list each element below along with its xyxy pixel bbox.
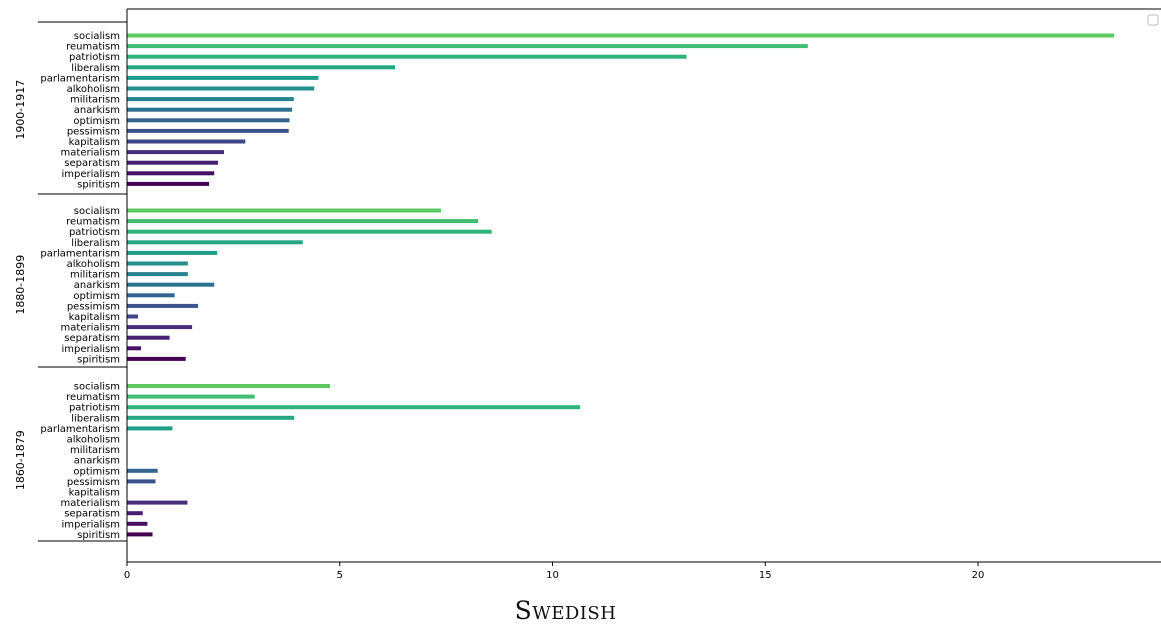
- category-label-1860-1879-militarism: militarism: [70, 445, 120, 456]
- category-label-1900-1917-separatism: separatism: [64, 158, 120, 169]
- category-label-1860-1879-anarkism: anarkism: [74, 456, 120, 467]
- category-label-1900-1917-reumatism: reumatism: [66, 42, 120, 53]
- bar-1860-1879-imperialism: [127, 521, 148, 526]
- bar-1900-1917-patriotism: [127, 54, 687, 59]
- category-label-1860-1879-patriotism: patriotism: [69, 403, 120, 414]
- category-label-1900-1917-alkoholism: alkoholism: [67, 84, 120, 95]
- category-label-1900-1917-parlamentarism: parlamentarism: [40, 73, 120, 84]
- category-label-1860-1879-pessimism: pessimism: [67, 477, 120, 488]
- bar-1880-1899-anarkism: [127, 282, 215, 287]
- bar-1900-1917-parlamentarism: [127, 75, 319, 80]
- group-label-1900-1917: 1900-1917: [14, 80, 27, 140]
- bar-1880-1899-socialism: [127, 208, 442, 213]
- category-label-1860-1879-socialism: socialism: [74, 382, 120, 393]
- group-label-1880-1899: 1880-1899: [14, 255, 27, 315]
- category-label-1880-1899-optimism: optimism: [73, 291, 120, 302]
- bar-1880-1899-materialism: [127, 325, 193, 330]
- category-label-1880-1899-pessimism: pessimism: [67, 301, 120, 312]
- category-label-1880-1899-alkoholism: alkoholism: [67, 259, 120, 270]
- bar-1900-1917-pessimism: [127, 128, 289, 133]
- category-label-1880-1899-kapitalism: kapitalism: [69, 312, 120, 323]
- bar-1900-1917-kapitalism: [127, 139, 246, 144]
- bar-1880-1899-parlamentarism: [127, 250, 218, 255]
- category-label-1860-1879-materialism: materialism: [61, 498, 120, 509]
- bar-1900-1917-reumatism: [127, 44, 808, 49]
- bar-1880-1899-kapitalism: [127, 314, 139, 319]
- category-label-1880-1899-reumatism: reumatism: [66, 217, 120, 228]
- category-label-1860-1879-optimism: optimism: [73, 466, 120, 477]
- legend-box: [1147, 14, 1159, 26]
- category-label-1880-1899-socialism: socialism: [74, 206, 120, 217]
- bar-1880-1899-optimism: [127, 293, 175, 298]
- bar-1880-1899-separatism: [127, 335, 170, 340]
- x-tick-label-0: 0: [124, 570, 130, 581]
- category-label-1900-1917-optimism: optimism: [73, 116, 120, 127]
- category-label-1880-1899-patriotism: patriotism: [69, 227, 120, 238]
- bar-1880-1899-militarism: [127, 272, 188, 277]
- x-tick-label-15: 15: [759, 570, 772, 581]
- category-label-1900-1917-pessimism: pessimism: [67, 126, 120, 137]
- category-label-1900-1917-imperialism: imperialism: [61, 169, 120, 180]
- category-label-1880-1899-spiritism: spiritism: [77, 354, 120, 365]
- category-label-1900-1917-militarism: militarism: [70, 95, 120, 106]
- bar-1860-1879-separatism: [127, 511, 143, 516]
- category-label-1900-1917-patriotism: patriotism: [69, 52, 120, 63]
- group-label-1860-1879: 1860-1879: [14, 430, 27, 490]
- bar-1860-1879-spiritism: [127, 532, 153, 537]
- x-tick-label-5: 5: [337, 570, 343, 581]
- category-label-1880-1899-parlamentarism: parlamentarism: [40, 248, 120, 259]
- category-label-1860-1879-imperialism: imperialism: [61, 519, 120, 530]
- bar-1880-1899-alkoholism: [127, 261, 188, 266]
- bar-1860-1879-pessimism: [127, 479, 156, 484]
- category-label-1860-1879-spiritism: spiritism: [77, 530, 120, 541]
- category-label-1860-1879-liberalism: liberalism: [71, 413, 120, 424]
- bar-1900-1917-alkoholism: [127, 86, 315, 91]
- category-label-1860-1879-parlamentarism: parlamentarism: [40, 424, 120, 435]
- chart-marks: socialismreumatismpatriotismliberalismpa…: [14, 21, 1115, 581]
- bar-1880-1899-liberalism: [127, 240, 303, 245]
- bar-1880-1899-reumatism: [127, 219, 479, 224]
- category-label-1880-1899-liberalism: liberalism: [71, 238, 120, 249]
- category-label-1860-1879-separatism: separatism: [64, 509, 120, 520]
- x-tick-label-20: 20: [972, 570, 985, 581]
- bar-1880-1899-spiritism: [127, 356, 186, 361]
- category-label-1860-1879-reumatism: reumatism: [66, 392, 120, 403]
- bar-1860-1879-materialism: [127, 500, 188, 505]
- category-label-1860-1879-kapitalism: kapitalism: [69, 488, 120, 499]
- category-label-1900-1917-socialism: socialism: [74, 31, 120, 42]
- category-label-1900-1917-anarkism: anarkism: [74, 105, 120, 116]
- bar-1900-1917-socialism: [127, 33, 1115, 38]
- bar-1860-1879-socialism: [127, 384, 330, 388]
- bar-1900-1917-anarkism: [127, 107, 293, 112]
- bar-1900-1917-liberalism: [127, 65, 396, 70]
- bar-1900-1917-spiritism: [127, 181, 210, 186]
- bar-1900-1917-optimism: [127, 118, 290, 123]
- bar-1900-1917-militarism: [127, 97, 294, 102]
- category-label-1880-1899-militarism: militarism: [70, 270, 120, 281]
- x-tick-label-10: 10: [546, 570, 559, 581]
- bar-1880-1899-patriotism: [127, 229, 492, 234]
- chart-caption: Swedish: [514, 596, 617, 625]
- category-label-1900-1917-kapitalism: kapitalism: [69, 137, 120, 148]
- bar-1900-1917-materialism: [127, 150, 225, 155]
- category-label-1880-1899-anarkism: anarkism: [74, 280, 120, 291]
- bar-1860-1879-patriotism: [127, 405, 581, 410]
- category-label-1880-1899-separatism: separatism: [64, 333, 120, 344]
- bar-1860-1879-liberalism: [127, 415, 295, 420]
- bar-1880-1899-pessimism: [127, 303, 199, 308]
- category-label-1900-1917-liberalism: liberalism: [71, 63, 120, 74]
- bar-1880-1899-imperialism: [127, 346, 142, 351]
- category-label-1900-1917-spiritism: spiritism: [77, 179, 120, 190]
- bar-1860-1879-parlamentarism: [127, 426, 173, 431]
- bar-1860-1879-optimism: [127, 468, 158, 473]
- bar-1860-1879-reumatism: [127, 394, 255, 399]
- category-label-1860-1879-alkoholism: alkoholism: [67, 435, 120, 446]
- bar-1900-1917-separatism: [127, 160, 219, 165]
- category-label-1900-1917-materialism: materialism: [61, 148, 120, 159]
- category-label-1880-1899-imperialism: imperialism: [61, 344, 120, 355]
- category-label-1880-1899-materialism: materialism: [61, 323, 120, 334]
- bar-1900-1917-imperialism: [127, 171, 215, 176]
